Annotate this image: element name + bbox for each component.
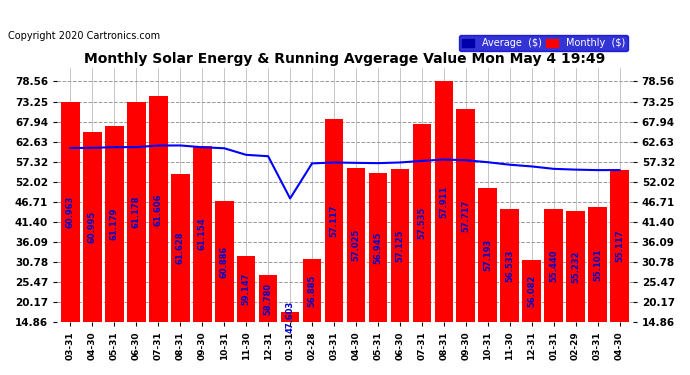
Text: 57.717: 57.717	[462, 200, 471, 232]
Text: 60.886: 60.886	[219, 245, 228, 278]
Bar	[83, 132, 101, 375]
Text: 56.533: 56.533	[505, 250, 514, 282]
Legend: Average  ($), Monthly  ($): Average ($), Monthly ($)	[459, 35, 628, 51]
Text: 61.154: 61.154	[198, 218, 207, 250]
Text: 56.885: 56.885	[308, 274, 317, 307]
Text: 56.082: 56.082	[527, 275, 536, 307]
Bar	[368, 173, 387, 375]
Text: 57.193: 57.193	[483, 239, 492, 271]
Bar	[413, 124, 431, 375]
Bar	[478, 188, 497, 375]
Bar	[259, 275, 277, 375]
Bar	[325, 119, 344, 375]
Text: 47.603: 47.603	[286, 301, 295, 333]
Text: 61.606: 61.606	[154, 193, 163, 226]
Text: 57.025: 57.025	[351, 229, 360, 261]
Bar	[566, 211, 585, 375]
Bar	[61, 102, 80, 375]
Bar	[127, 102, 146, 375]
Bar	[149, 96, 168, 375]
Text: 60.995: 60.995	[88, 211, 97, 243]
Bar	[346, 168, 365, 375]
Bar	[237, 256, 255, 375]
Text: 57.911: 57.911	[440, 186, 449, 218]
Text: 58.780: 58.780	[264, 282, 273, 315]
Bar	[215, 201, 233, 375]
Bar	[589, 207, 607, 375]
Bar	[544, 209, 563, 375]
Bar	[391, 169, 409, 375]
Bar	[610, 170, 629, 375]
Text: 59.147: 59.147	[241, 273, 250, 305]
Bar	[457, 109, 475, 375]
Text: 57.117: 57.117	[330, 204, 339, 237]
Text: 55.117: 55.117	[615, 230, 624, 262]
Title: Monthly Solar Energy & Running Avgerage Value Mon May 4 19:49: Monthly Solar Energy & Running Avgerage …	[84, 52, 606, 66]
Text: 61.178: 61.178	[132, 196, 141, 228]
Bar	[281, 312, 299, 375]
Text: 55.440: 55.440	[549, 249, 558, 282]
Text: 60.963: 60.963	[66, 196, 75, 228]
Bar	[522, 260, 541, 375]
Text: 55.101: 55.101	[593, 248, 602, 281]
Text: 56.945: 56.945	[373, 231, 382, 264]
Bar	[303, 260, 322, 375]
Bar	[435, 81, 453, 375]
Bar	[193, 146, 212, 375]
Bar	[105, 126, 124, 375]
Bar	[500, 209, 519, 375]
Text: Copyright 2020 Cartronics.com: Copyright 2020 Cartronics.com	[8, 32, 160, 41]
Text: 55.232: 55.232	[571, 250, 580, 283]
Text: 57.125: 57.125	[395, 229, 404, 262]
Text: 61.179: 61.179	[110, 208, 119, 240]
Text: 57.535: 57.535	[417, 207, 426, 239]
Bar	[171, 174, 190, 375]
Text: 61.628: 61.628	[176, 232, 185, 264]
